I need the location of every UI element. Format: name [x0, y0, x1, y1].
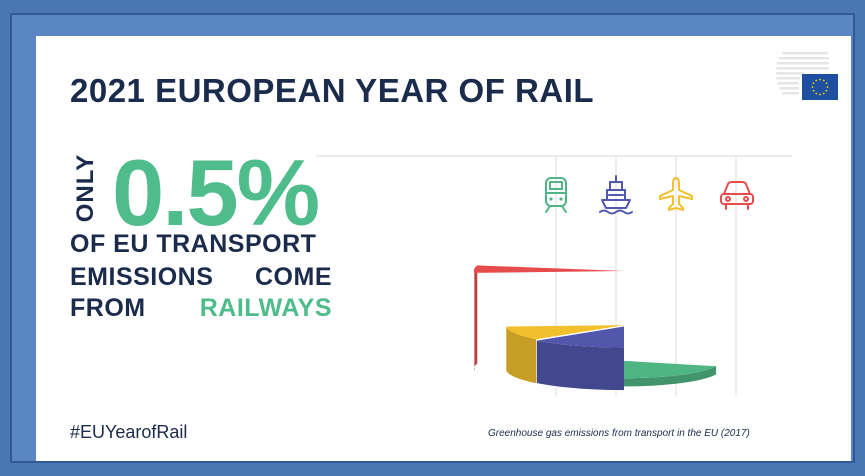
slice-road-side [474, 265, 478, 371]
headline-line-2: EMISSIONS COME [70, 265, 332, 290]
headline-word-railways: RAILWAYS [199, 294, 332, 322]
slice-rail [624, 360, 717, 379]
eu-flag [802, 74, 838, 100]
headline-line-1: OF EU TRANSPORT [70, 230, 317, 258]
ship-icon [599, 175, 633, 215]
eu-council-logo-icon [776, 52, 838, 100]
plane-icon [659, 177, 693, 211]
slice-maritime-side [536, 340, 624, 391]
chart-caption: Greenhouse gas emissions from transport … [488, 428, 750, 439]
headline-word-from: FROM [70, 294, 146, 322]
hashtag: #EUYearofRail [70, 422, 188, 442]
car-icon [720, 181, 754, 210]
emissions-chart [316, 155, 792, 396]
slice-aviation [506, 325, 624, 340]
slice-aviation-side [506, 326, 537, 384]
headline-line-3: FROM RAILWAYS [70, 296, 332, 321]
headline-value: 0.5% [112, 140, 320, 245]
slice-rail-side [624, 366, 717, 387]
headline-word-emissions: EMISSIONS [70, 263, 214, 291]
slice-road [474, 265, 624, 273]
page-title: 2021 EUROPEAN YEAR OF RAIL [70, 72, 595, 109]
train-icon [545, 177, 567, 213]
headline-word-come: COME [255, 263, 332, 291]
infographic-card: 2021 EUROPEAN YEAR OF RAIL ONLY 0.5% OF … [36, 36, 851, 461]
slice-maritime [536, 326, 624, 348]
